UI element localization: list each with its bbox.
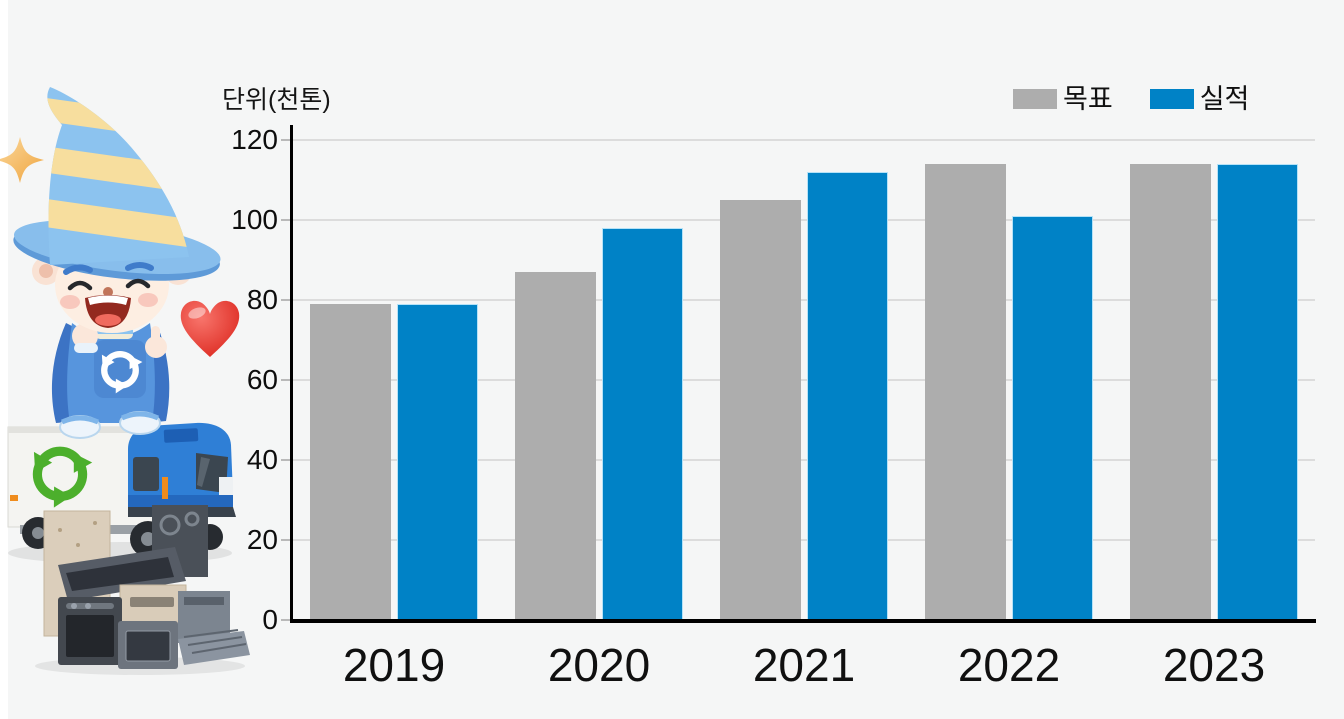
x-axis-line (290, 619, 1316, 623)
left-eye (67, 280, 93, 291)
bar-target-2021 (720, 200, 801, 620)
y-axis-line (290, 125, 293, 623)
gridline-120 (293, 139, 1315, 141)
legend-label-target: 목표 (1063, 84, 1113, 114)
y-tick-label-120: 120 (231, 124, 278, 155)
bar-target-2023 (1130, 164, 1211, 620)
gridline-80 (293, 299, 1315, 301)
nose (103, 287, 113, 297)
sparkle-star-icon (0, 137, 44, 183)
y-tick-0 (281, 619, 290, 621)
chart-legend: 목표 실적 (1013, 84, 1250, 114)
mascot-shoes (59, 411, 161, 439)
gridline-60 (293, 379, 1315, 381)
x-tick-label-2021: 2021 (752, 639, 856, 691)
left-eyebrow (63, 264, 93, 275)
legend-item-actual: 실적 (1149, 84, 1250, 114)
right-eyebrow (125, 262, 154, 271)
y-tick-label-60: 60 (246, 364, 278, 395)
y-tick-60 (281, 379, 290, 381)
x-tick-label-2020: 2020 (547, 639, 651, 691)
bar-target-2019 (310, 304, 391, 620)
gridline-40 (293, 459, 1315, 461)
bar-actual-2022 (1012, 216, 1093, 620)
y-tick-label-0: 0 (262, 604, 278, 635)
bar-target-2022 (925, 164, 1006, 620)
x-tick-label-2023: 2023 (1162, 639, 1266, 691)
y-tick-label-80: 80 (246, 284, 278, 315)
legend-swatch-target (1013, 89, 1057, 109)
mascot-illustration (0, 87, 250, 675)
left-white-strip (0, 0, 8, 719)
x-tick-label-2019: 2019 (342, 639, 446, 691)
axis-unit-label: 단위(천톤) (222, 86, 331, 114)
y-tick-40 (281, 459, 290, 461)
legend-swatch-actual (1149, 89, 1194, 109)
legend-item-target: 목표 (1013, 84, 1113, 114)
y-tick-120 (281, 139, 290, 141)
bar-actual-2023 (1217, 164, 1298, 620)
bar-actual-2019 (397, 304, 478, 620)
right-fist (145, 336, 167, 358)
right-eye (125, 278, 151, 289)
y-tick-80 (281, 299, 290, 301)
gridline-20 (293, 539, 1315, 541)
gridline-100 (293, 219, 1315, 221)
used-appliance-pile (35, 505, 250, 675)
y-tick-20 (281, 539, 290, 541)
y-tick-label-100: 100 (231, 204, 278, 235)
bar-actual-2020 (602, 228, 683, 620)
legend-label-actual: 실적 (1199, 84, 1250, 114)
bar-actual-2021 (807, 172, 888, 620)
heart-icon (180, 300, 240, 357)
y-tick-label-40: 40 (246, 444, 278, 475)
x-tick-label-2022: 2022 (957, 639, 1061, 691)
y-tick-label-20: 20 (246, 524, 278, 555)
y-tick-100 (281, 219, 290, 221)
bar-target-2020 (515, 272, 596, 620)
